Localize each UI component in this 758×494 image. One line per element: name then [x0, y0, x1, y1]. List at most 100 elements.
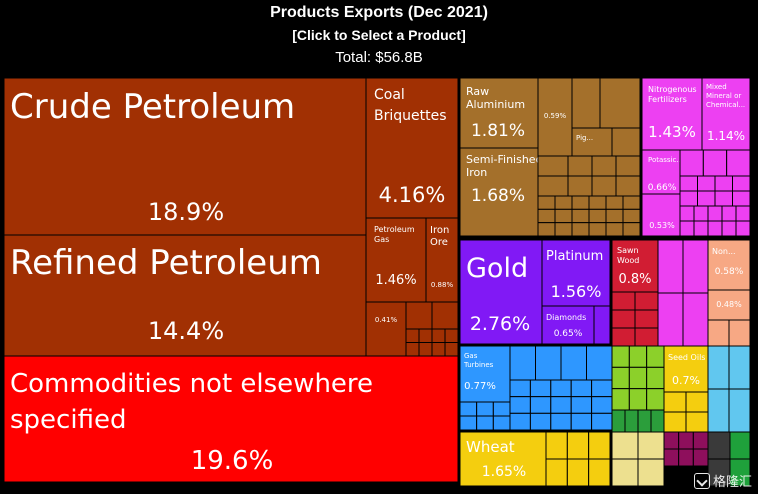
tile-seed-oils[interactable] [663, 345, 709, 393]
chart-subtitle[interactable]: [Click to Select a Product] [292, 27, 466, 43]
tile-small-mineral[interactable] [431, 328, 446, 343]
tile-non[interactable] [707, 239, 751, 291]
tile-small-misc[interactable] [729, 431, 751, 460]
tile-small-mineral[interactable] [431, 342, 446, 357]
tile-small-chem[interactable] [679, 205, 695, 222]
tile-small-mineral[interactable] [431, 301, 459, 330]
tile-small-chem[interactable] [707, 205, 723, 222]
tile-small-food[interactable] [637, 458, 665, 487]
tile-small-machine[interactable] [459, 415, 478, 431]
tile-crude-petroleum[interactable] [3, 77, 367, 236]
tile-gas-turbines[interactable] [459, 345, 511, 403]
tile-small-mineral[interactable] [405, 328, 420, 343]
tile-small-mineral[interactable] [444, 342, 459, 357]
tile-small-metal[interactable] [615, 155, 641, 177]
tile-small-food[interactable] [566, 431, 590, 460]
tile-small-wood[interactable] [634, 309, 659, 329]
tile-small-chem[interactable] [714, 190, 733, 207]
tile-small-metal[interactable] [537, 208, 556, 224]
tile-small-wood[interactable] [611, 309, 636, 329]
tile-small-machine[interactable] [550, 379, 572, 398]
tile-0-59[interactable] [537, 77, 573, 157]
tile-small-misc[interactable] [657, 292, 684, 347]
tile-small-machine[interactable] [476, 415, 494, 431]
tile-small-lightblue[interactable] [707, 388, 730, 433]
tile-small-chem[interactable] [679, 149, 704, 177]
tile-small-metal[interactable] [554, 195, 573, 210]
tile-small-chem[interactable] [693, 205, 709, 222]
tile-wheat[interactable] [459, 431, 547, 487]
tile-refined-petroleum[interactable] [3, 234, 367, 357]
tile-small-machine[interactable] [459, 401, 478, 417]
tile-small-veg[interactable] [628, 345, 648, 368]
tile-small-chem[interactable] [679, 175, 698, 192]
tile-small-metal[interactable] [537, 175, 569, 197]
tile-mixed-mineral[interactable] [701, 77, 751, 151]
tile-petroleum-gas[interactable] [365, 217, 427, 303]
tile-metal-c[interactable] [611, 127, 641, 157]
tile-small-wood[interactable] [611, 327, 636, 347]
tile-small-machine[interactable] [509, 345, 536, 381]
tile-small-chem[interactable] [693, 220, 709, 237]
tile-small-chem[interactable] [735, 220, 751, 237]
tile-small-mineral[interactable] [405, 342, 420, 357]
tile-small-peach[interactable] [728, 319, 751, 347]
tile-small-machine[interactable] [550, 396, 572, 414]
tile-small-chem[interactable] [721, 205, 737, 222]
tile-small-chem[interactable] [702, 149, 728, 177]
tile-small-oil[interactable] [663, 411, 687, 433]
tile-small-metal[interactable] [571, 208, 590, 224]
tile-small-machine[interactable] [509, 412, 531, 431]
tile-small-machine[interactable] [591, 396, 613, 414]
tile-small-machine[interactable] [560, 345, 587, 381]
tile-small-metal[interactable] [554, 222, 573, 237]
tile-small-oil[interactable] [685, 391, 709, 413]
tile-small-lightblue[interactable] [728, 388, 751, 433]
tile-small-metal[interactable] [567, 155, 593, 177]
tile-small-machine[interactable] [492, 401, 511, 417]
tile-small-metal[interactable] [571, 195, 590, 210]
tile-small-mineral[interactable] [444, 328, 459, 343]
tile-small-machine[interactable] [529, 412, 552, 431]
tile-small-machine[interactable] [529, 379, 552, 398]
tile-small-metal[interactable] [571, 222, 590, 237]
tile-small-chem[interactable] [732, 190, 751, 207]
tile-small-metal[interactable] [588, 195, 607, 210]
tile-small-oil[interactable] [685, 411, 709, 433]
tile-coal-briquettes[interactable] [365, 77, 459, 219]
tile-small-misc[interactable] [707, 431, 731, 460]
tile-small-veg[interactable] [646, 388, 665, 411]
tile-small-metal[interactable] [622, 195, 641, 210]
tile-small-wood[interactable] [634, 291, 659, 311]
tile-small-metal[interactable] [615, 175, 641, 197]
tile-small-misc[interactable] [657, 239, 684, 294]
tile-small-veg[interactable] [637, 409, 652, 433]
tile-metal-b[interactable] [599, 77, 641, 129]
tile-small-misc[interactable] [682, 239, 709, 294]
tile-small-food[interactable] [611, 431, 639, 460]
tile-small-machine[interactable] [591, 379, 613, 398]
tile-small-peach[interactable] [707, 319, 730, 347]
tile-small-chem[interactable] [679, 220, 695, 237]
tile-small-animal[interactable] [678, 431, 694, 450]
tile-small-chem[interactable] [707, 220, 723, 237]
tile-0-48[interactable] [707, 289, 751, 321]
tile-small-chem[interactable] [697, 190, 716, 207]
tile-0-41[interactable] [365, 301, 407, 357]
tile-small-animal[interactable] [678, 448, 694, 467]
tile-small-metal[interactable] [605, 195, 624, 210]
tile-small-lightblue[interactable] [707, 345, 730, 390]
tile-small-lightblue[interactable] [728, 345, 751, 390]
tile-small-wood[interactable] [634, 327, 659, 347]
tile-small-metal[interactable] [622, 222, 641, 237]
tile-commodities-nes[interactable] [3, 355, 459, 483]
tile-small-machine[interactable] [509, 396, 531, 414]
tile-small-metal[interactable] [537, 155, 569, 177]
tile-small-machine[interactable] [476, 401, 494, 417]
tile-small-chem[interactable] [714, 175, 733, 192]
tile-raw-aluminium[interactable] [459, 77, 539, 149]
tile-small-metal[interactable] [622, 208, 641, 224]
tile-small-chem[interactable] [726, 149, 751, 177]
tile-small-veg[interactable] [611, 366, 630, 390]
tile-small-veg[interactable] [624, 409, 639, 433]
